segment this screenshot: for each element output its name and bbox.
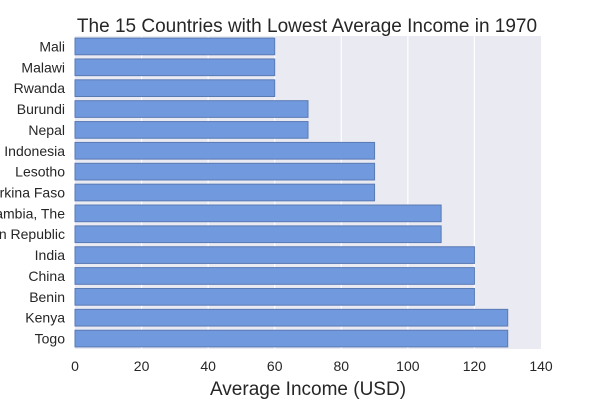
y-tick-labels: Mali Malawi Rwanda Burundi Nepal Indonesia Les… [0,38,65,346]
bar [74,183,376,202]
y-tick-label: Malawi [21,59,65,75]
y-tick-label: China [28,268,65,284]
y-tick-label: Nepal [28,122,65,138]
y-tick-label: Togo [35,331,66,347]
y-tick-label: Burkina Faso [0,185,65,201]
bars [74,37,509,348]
bar [74,308,509,327]
bar [74,225,442,244]
bar [74,121,309,139]
bar [74,58,276,77]
y-tick-label: India [35,247,66,263]
y-tick-label: Kenya [25,310,65,326]
y-tick-label: Rwanda [14,80,66,96]
bar [74,37,276,56]
y-tick-label: Central African Republic [0,226,65,242]
bar [74,100,309,118]
y-tick-label: Lesotho [15,164,65,180]
bar [74,79,276,98]
bar [74,267,475,285]
bar [74,246,475,264]
y-tick-label: Burundi [17,101,65,117]
y-tick-label: Indonesia [4,143,65,159]
bar [74,141,376,160]
x-tick-label: 80 [333,358,349,374]
chart-title: The 15 Countries with Lowest Average Inc… [77,16,537,37]
bar [74,287,475,306]
x-tick-labels: 0 20 40 60 80 100 120 140 [71,358,553,374]
x-tick-label: 40 [200,358,216,374]
x-tick-label: 120 [463,358,487,374]
bar [74,204,442,223]
x-tick-label: 140 [529,358,553,374]
bar [74,162,376,181]
bar [74,329,509,348]
x-tick-label: 20 [134,358,150,374]
y-tick-label: Gambia, The [0,205,65,221]
y-tick-label: Benin [29,289,65,305]
y-tick-label: Mali [39,38,65,54]
x-axis-label: Average Income (USD) [210,379,406,400]
x-tick-label: 100 [396,358,420,374]
x-tick-label: 0 [71,358,79,374]
x-tick-label: 60 [267,358,283,374]
